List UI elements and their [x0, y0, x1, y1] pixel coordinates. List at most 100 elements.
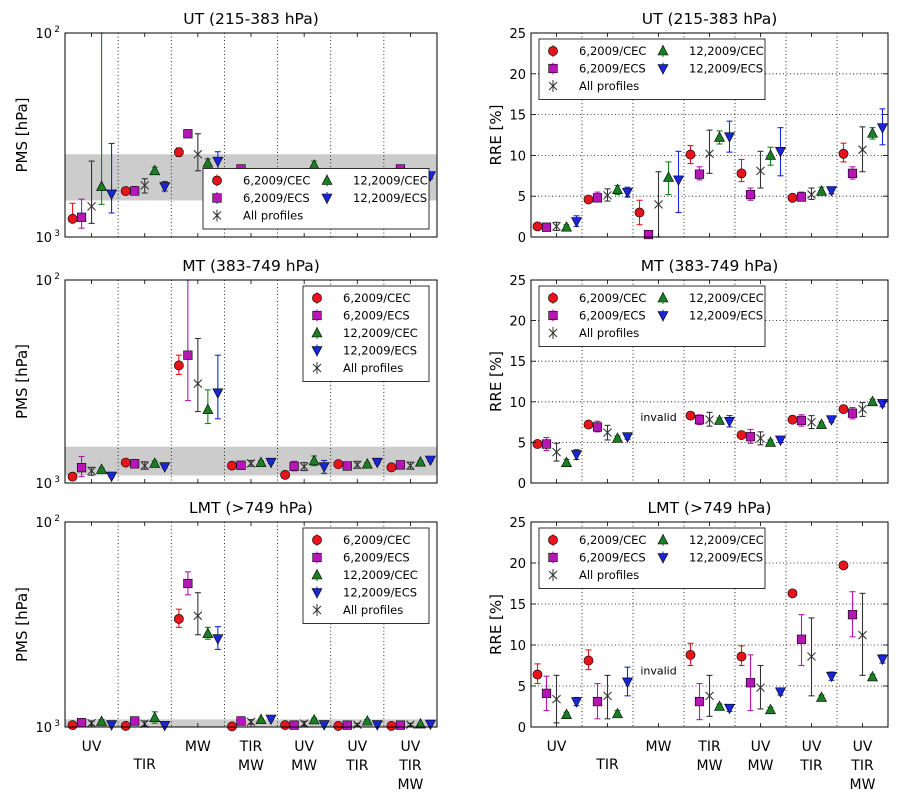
legend-marker: [548, 552, 558, 563]
data-point: [583, 655, 594, 666]
data-point: [289, 461, 299, 471]
data-point: [193, 149, 203, 159]
data-point: [255, 456, 267, 467]
data-point: [159, 721, 171, 732]
series-6,2009/ECS: [541, 591, 858, 721]
legend-label: 6,2009/CEC: [243, 174, 310, 188]
annotation-label: invalid: [640, 411, 676, 424]
data-point: [736, 168, 747, 179]
y-axis-label: RRE [%]: [487, 104, 505, 165]
legend-label: 6,2009/CEC: [343, 291, 410, 305]
data-point: [724, 703, 735, 715]
data-point: [76, 212, 87, 222]
legend-label: All profiles: [579, 568, 639, 582]
chart-panel-3: 10 210 3MT (383-749 hPa)PMS [hPa]6,2009/CE…: [13, 257, 438, 492]
data-point: [106, 471, 118, 483]
data-point: [816, 185, 827, 196]
legend-marker: [548, 46, 558, 56]
legend-marker: [312, 552, 322, 563]
y-axis-label: PMS [hPa]: [13, 97, 31, 172]
data-point: [592, 696, 603, 707]
data-point: [193, 611, 203, 621]
data-point: [775, 147, 786, 158]
data-point: [807, 652, 816, 661]
data-point: [227, 721, 237, 732]
x-tick-label: UV: [294, 739, 314, 755]
data-point: [76, 463, 87, 473]
data-point: [552, 222, 561, 231]
data-point: [280, 469, 291, 480]
data-point: [96, 180, 108, 191]
data-point: [592, 193, 603, 203]
data-point: [541, 688, 552, 698]
data-point: [705, 415, 714, 425]
legend-label: 12,2009/ECS: [353, 191, 427, 205]
legend-box: [302, 285, 430, 382]
y-tick-label: 0: [518, 721, 526, 736]
data-point: [796, 634, 807, 644]
data-point: [612, 707, 623, 719]
data-point: [826, 671, 837, 683]
data-point: [361, 714, 373, 726]
data-point: [745, 189, 756, 200]
y-tick-exponent: 3: [54, 719, 60, 729]
x-tick-label: MW: [185, 739, 211, 755]
data-point: [787, 192, 798, 203]
data-point: [130, 459, 140, 469]
y-tick-label: 20: [509, 557, 526, 572]
legend-box: [302, 527, 430, 624]
data-point: [395, 460, 406, 470]
x-tick-label: TIR: [850, 758, 874, 774]
y-tick-label: 25: [509, 516, 526, 531]
data-point: [106, 720, 118, 731]
x-tick-label: TIR: [595, 757, 619, 773]
chart-panel-4: invalid 0 5 10 15 20 25 MT (383-749 hPa) RRE [%]…: [487, 257, 889, 492]
data-point: [765, 149, 776, 160]
data-point: [149, 711, 161, 722]
data-point: [622, 187, 633, 199]
data-point: [265, 457, 277, 469]
data-point: [775, 435, 786, 447]
series-12,2009/ECS: [571, 108, 888, 228]
legend-label: 12,2009/CEC: [689, 44, 764, 58]
data-point: [193, 379, 203, 389]
data-point: [807, 190, 816, 199]
chart-title: LMT (>749 hPa): [189, 499, 313, 517]
legend-marker: [548, 328, 558, 338]
legend-label: 12,2009/ECS: [689, 62, 763, 76]
y-axis-label: PMS [hPa]: [13, 344, 31, 419]
y-tick-label: 10: [35, 516, 52, 531]
data-point: [120, 186, 131, 196]
data-point: [561, 708, 572, 720]
y-tick-label: 0: [518, 231, 526, 246]
data-point: [106, 189, 118, 201]
legend-marker: [311, 326, 323, 338]
data-point: [140, 180, 150, 190]
data-point: [173, 360, 184, 371]
data-point: [643, 229, 654, 240]
data-point: [685, 649, 696, 660]
series-6,2009/ECS: [541, 166, 858, 240]
data-point: [406, 461, 415, 471]
data-point: [173, 147, 184, 158]
data-point: [149, 457, 161, 468]
x-tick-label: MW: [291, 758, 317, 774]
legend: 6,2009/CEC 6,2009/ECS All profiles 12,2009/…: [538, 285, 766, 347]
data-point: [414, 717, 426, 729]
x-tick-label: TIR: [239, 739, 263, 755]
data-point: [714, 414, 725, 425]
y-axis-label: PMS [hPa]: [13, 587, 31, 662]
data-point: [756, 166, 765, 176]
legend-marker: [311, 568, 323, 580]
data-point: [67, 471, 78, 482]
data-point: [333, 721, 344, 731]
data-point: [858, 630, 867, 640]
legend-marker: [548, 63, 558, 74]
data-point: [705, 691, 714, 701]
data-point: [867, 670, 878, 682]
data-point: [571, 697, 582, 708]
series-12,2009/ECS: [106, 626, 436, 732]
data-point: [796, 192, 807, 202]
data-point: [159, 182, 171, 193]
x-tick-label: TIR: [799, 758, 823, 774]
